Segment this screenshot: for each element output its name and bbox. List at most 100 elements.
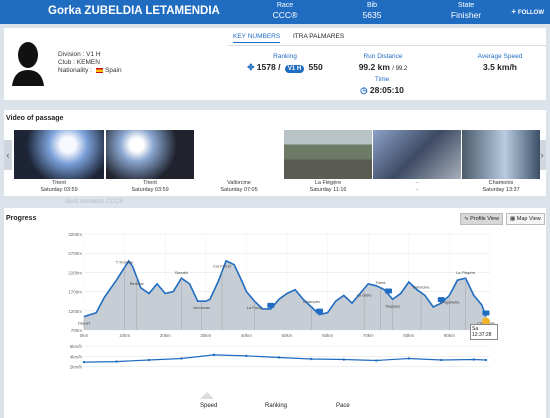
ranking-separator: / xyxy=(278,62,281,72)
tab-key-numbers[interactable]: KEY NUMBERS xyxy=(233,33,281,43)
caption-time: Saturday 13:37 xyxy=(482,186,520,193)
state-value: Finisher xyxy=(450,10,482,20)
key-numbers-panel xyxy=(225,28,546,100)
tab-speed[interactable]: Speed xyxy=(200,403,218,409)
y-tick-label: 1200m xyxy=(68,309,82,314)
time-value: 28:05:10 xyxy=(369,85,404,95)
x-tick-label: 10km xyxy=(119,333,130,338)
tab-itra-palmares[interactable]: ITRA PALMARES xyxy=(293,33,345,40)
waypoint-label: La Flégère xyxy=(456,270,476,275)
caption-place: La Flégère xyxy=(314,180,342,186)
ranking-category-value: 550 xyxy=(308,62,323,72)
video-next-button[interactable]: › xyxy=(538,140,546,170)
distance-stat: Run Distance 99.2 km / 99.2 xyxy=(343,53,423,72)
plus-icon: + xyxy=(511,7,516,16)
waypoint-label: Arnouvaz xyxy=(193,305,210,310)
y-tick-label: 700m xyxy=(71,328,83,333)
y-tick-label: 3200m xyxy=(68,232,82,237)
video-camera-icon[interactable] xyxy=(267,302,275,308)
video-thumbnail-6[interactable] xyxy=(462,130,540,179)
speed-stat: Average Speed 3.5 km/h xyxy=(460,53,540,72)
ranking-label: Ranking xyxy=(273,53,297,60)
caption-place: Vallorcine xyxy=(227,180,251,186)
waypoint-label: Champex xyxy=(303,299,320,304)
follow-button[interactable]: + FOLLOW xyxy=(511,7,544,16)
caption-time: Saturday 07:05 xyxy=(220,186,258,193)
video-camera-icon[interactable] xyxy=(482,310,490,316)
caption-place: Chamonix xyxy=(488,180,514,186)
caption-time: Saturday 03:59 xyxy=(131,186,169,193)
video-caption-5: -- xyxy=(373,180,461,193)
x-tick-label: 30km xyxy=(200,333,211,338)
y-tick-label: 1700m xyxy=(68,290,82,295)
waypoint-label: Vallorcine xyxy=(412,285,430,290)
speed-label: Average Speed xyxy=(477,53,523,60)
video-thumbnail-2[interactable] xyxy=(106,130,194,179)
time-stat: Time ◷ 28:05:10 xyxy=(352,76,412,96)
profile-view-button[interactable]: ∿ Profile View xyxy=(460,213,504,225)
waypoint-label: Départ xyxy=(78,321,91,326)
video-section-title: Video of passage xyxy=(6,115,64,122)
club-text: Club : KEMEN xyxy=(58,59,100,66)
waypoint-label: Bonatti xyxy=(175,270,188,275)
profile-panel xyxy=(4,28,225,100)
ranking-overall: 1578 xyxy=(256,62,276,72)
video-camera-icon[interactable] xyxy=(437,297,445,303)
distance-value: 99.2 km xyxy=(358,62,390,72)
x-tick-label: 90km xyxy=(444,333,455,338)
distance-value-row: 99.2 km / 99.2 xyxy=(343,62,423,72)
waypoint-label: Bertone xyxy=(130,281,145,286)
video-caption-4: La Flégère Saturday 11:16 xyxy=(284,180,372,193)
nationality-value: Spain xyxy=(104,67,122,74)
tab-pace[interactable]: Pace xyxy=(336,403,350,409)
video-camera-icon[interactable] xyxy=(315,308,323,314)
waypoint-label: Trient xyxy=(375,280,386,285)
map-icon: ▦ xyxy=(510,216,516,222)
video-caption-6: Chamonix Saturday 13:37 xyxy=(462,180,540,193)
avatar xyxy=(12,42,44,86)
waypoint-label: La Giète xyxy=(357,293,373,298)
waypoint-label: T.Aiguillette xyxy=(439,299,460,304)
waypoint-label: La Fouly xyxy=(247,305,262,310)
faded-section-label: Best moments CCC® xyxy=(66,199,124,205)
follow-label: FOLLOW xyxy=(518,10,544,16)
nationality-row: Nationality : Spain xyxy=(58,67,122,75)
caption-time: - xyxy=(416,186,418,193)
map-view-button[interactable]: ▦ Map View xyxy=(506,213,545,225)
video-thumbnail-5[interactable] xyxy=(373,130,461,179)
header-bar: Gorka ZUBELDIA LETAMENDIA Race CCC® Bib … xyxy=(0,0,550,24)
video-camera-icon[interactable] xyxy=(385,288,392,294)
x-tick-label: 0km xyxy=(80,333,89,338)
race-value: CCC® xyxy=(272,10,298,20)
distance-total: / 99.2 xyxy=(392,66,408,72)
bib-info: Bib 5635 xyxy=(337,2,407,20)
selected-tab-indicator xyxy=(200,392,214,399)
caption-place: Trient xyxy=(52,180,66,186)
y-tick-label: 2200m xyxy=(68,270,82,275)
spain-flag-icon xyxy=(95,67,103,73)
runner-position-icon xyxy=(481,317,490,326)
video-caption-2: Trient Saturday 03:59 xyxy=(106,180,194,193)
caption-place: - xyxy=(416,180,418,186)
x-tick-label: 70km xyxy=(363,333,374,338)
x-tick-label: 40km xyxy=(241,333,252,338)
tabs-divider xyxy=(228,45,546,46)
x-tick-label: 50km xyxy=(281,333,292,338)
race-label: Race xyxy=(276,2,294,9)
waypoint-label: T.Tronche xyxy=(116,259,134,264)
progress-title: Progress xyxy=(6,215,37,222)
distance-label: Run Distance xyxy=(363,53,403,60)
tab-ranking[interactable]: Ranking xyxy=(265,403,288,409)
category-badge: V1 H xyxy=(284,65,305,73)
division-text: Division : V1 H xyxy=(58,51,101,58)
y-tick-label: 2700m xyxy=(68,251,82,256)
time-value-row: ◷ 28:05:10 xyxy=(352,85,412,96)
finish-time-marker: Sa 12:37:28 xyxy=(470,324,498,340)
video-prev-button[interactable]: ‹ xyxy=(4,140,12,170)
video-thumbnail-4[interactable] xyxy=(284,130,372,179)
caption-place: Trient xyxy=(143,180,157,186)
waypoint-label: Tseppes xyxy=(385,303,400,308)
map-view-label: Map View xyxy=(516,216,541,222)
video-thumbnail-1[interactable] xyxy=(14,130,104,179)
nationality-label: Nationality : xyxy=(58,67,92,74)
